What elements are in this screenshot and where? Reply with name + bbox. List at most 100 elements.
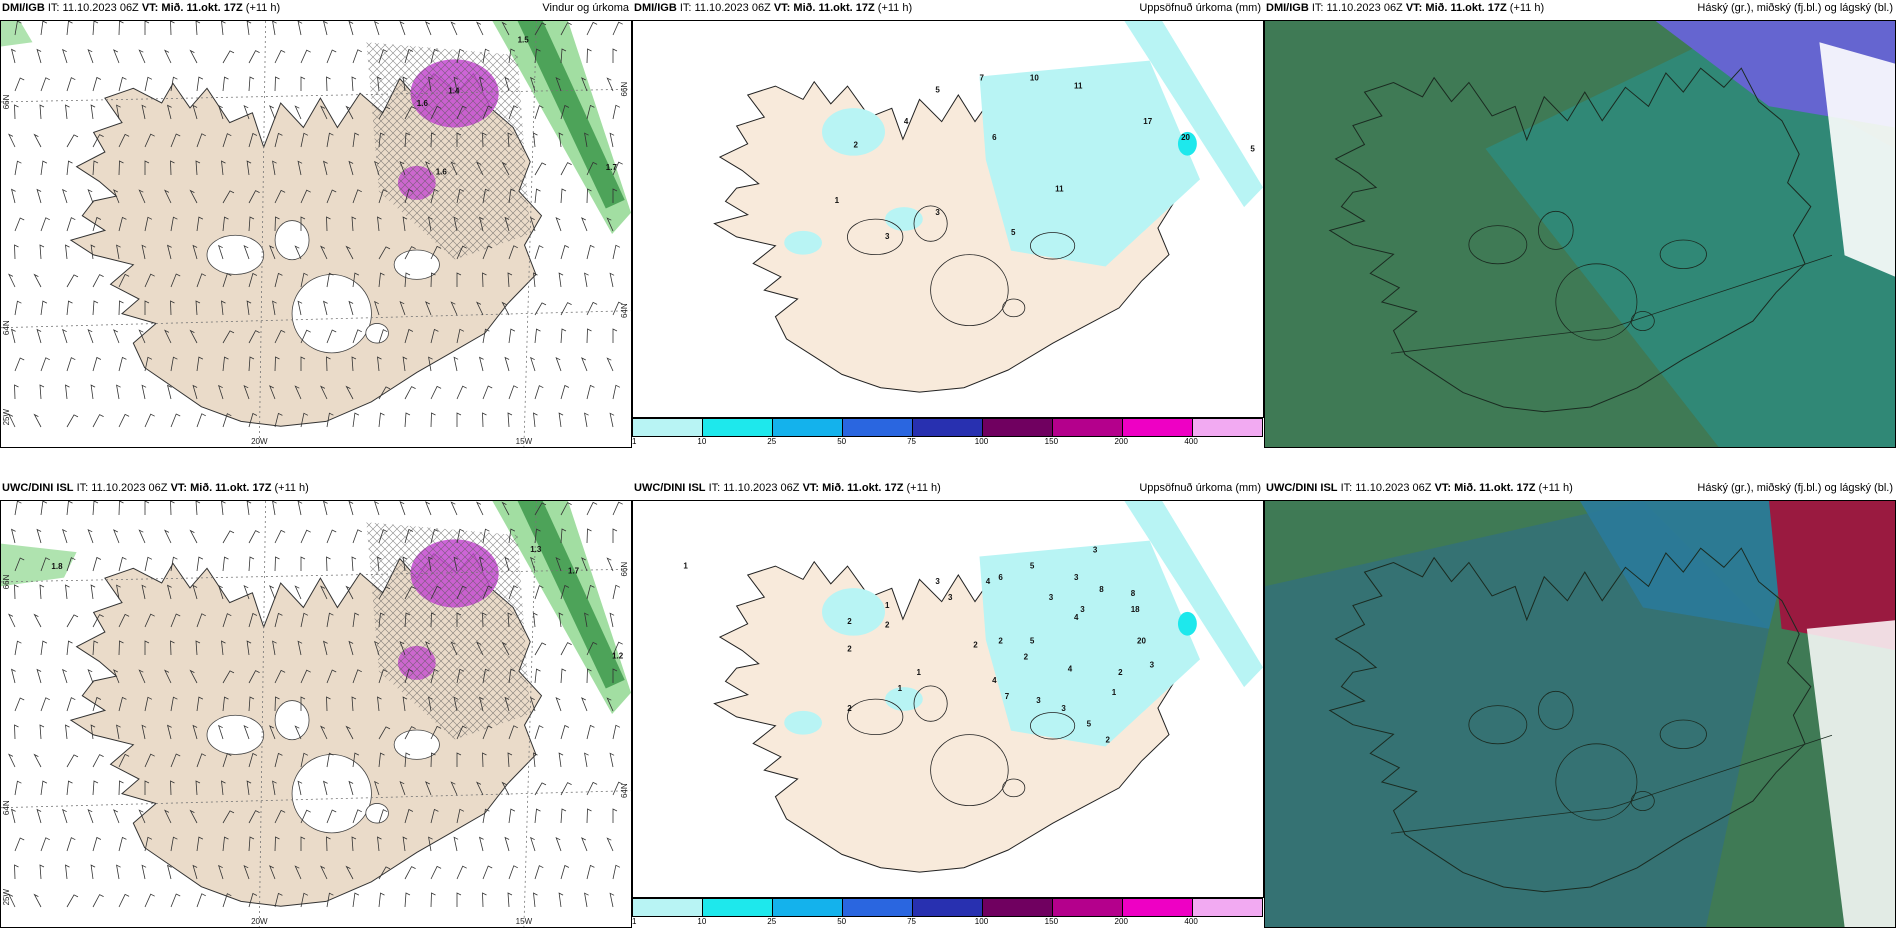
lat-label-64n-right: 64N <box>620 783 629 798</box>
wind-barb <box>170 273 181 288</box>
precip-value-label: 17 <box>1143 117 1152 126</box>
wind-barb <box>36 188 42 204</box>
colorbar-ticks: 1 10 25 50 75 100 150 200 400 <box>632 437 1261 449</box>
wind-barb <box>167 864 172 880</box>
vt-label: VT: <box>141 2 159 14</box>
wind-barb <box>320 385 328 400</box>
wind-barb <box>222 613 232 628</box>
wind-barb <box>586 161 598 176</box>
wind-barb <box>482 725 493 740</box>
wind-barb <box>272 300 277 316</box>
wind-barb <box>274 76 280 92</box>
wind-barb <box>508 668 516 684</box>
wind-barb <box>138 529 146 544</box>
wind-barb <box>612 188 618 203</box>
wind-barb <box>404 386 416 400</box>
wind-barb <box>65 244 70 260</box>
wind-barb <box>65 724 70 740</box>
wind-barb <box>218 724 224 740</box>
wind-barb <box>348 780 354 796</box>
wind-barb <box>530 76 536 92</box>
wind-barb <box>399 21 406 36</box>
wind-barb <box>586 584 595 600</box>
wind-barb <box>612 781 623 796</box>
wind-barb <box>246 501 252 516</box>
precip-value-label: 6 <box>992 133 997 142</box>
wind-barb <box>248 272 258 288</box>
wind-barb <box>116 384 121 400</box>
rain-band-west <box>1 543 77 587</box>
wind-barb <box>248 836 255 852</box>
wind-barb <box>118 780 124 796</box>
wind-barb <box>196 216 204 232</box>
wind-barb <box>196 836 204 852</box>
wind-barb <box>326 189 337 204</box>
wind-barb <box>612 724 621 740</box>
wind-barb <box>404 328 414 344</box>
wind-barb <box>221 21 226 36</box>
wind-barb <box>326 49 337 64</box>
precip-value-label: 3 <box>1150 660 1155 669</box>
wind-barb <box>609 892 615 908</box>
mid-cloud-layer-blue <box>1580 501 1801 629</box>
wind-barb <box>482 48 490 64</box>
wind-barb <box>8 413 16 428</box>
wind-barb <box>533 272 538 288</box>
wind-barb <box>65 864 70 880</box>
wind-barb <box>33 133 42 148</box>
colorbar-tick: 10 <box>697 917 707 926</box>
wind-barb <box>404 412 411 428</box>
wind-barb <box>560 302 572 316</box>
wind-barb <box>507 612 513 628</box>
it-value: 11.10.2023 06Z <box>694 2 771 14</box>
wind-barb <box>345 865 354 880</box>
wind-barb <box>39 384 45 400</box>
hatched-precip <box>366 522 531 740</box>
wind-barb <box>248 752 258 768</box>
precip-value-label: 2 <box>1024 652 1029 661</box>
wind-barb <box>274 412 283 428</box>
wind-barb <box>92 640 99 656</box>
colorbar-tick: 100 <box>974 437 989 446</box>
wind-barb <box>612 48 618 63</box>
wind-barb <box>501 501 510 516</box>
wind-barb <box>294 585 302 600</box>
wind-barb <box>297 640 303 656</box>
precip-value-label: 2 <box>847 704 852 713</box>
wind-barb <box>326 612 334 628</box>
wind-barb <box>482 412 487 428</box>
wind-barb <box>430 808 439 824</box>
clear-sky-area <box>1819 42 1895 277</box>
wind-barb <box>507 892 513 908</box>
wind-barb <box>87 808 94 824</box>
panel-run-info: DMI/IGB IT: 11.10.2023 06Z VT: Mið. 11.o… <box>2 0 280 16</box>
wind-barb <box>66 217 76 232</box>
wind-barb <box>351 76 357 92</box>
wind-barb <box>141 384 147 400</box>
wind-barb <box>377 76 382 92</box>
precip-value-label: 1 <box>917 668 922 677</box>
wind-barb <box>476 641 484 656</box>
wind-barb <box>248 216 255 232</box>
forecast-panel: DMI/IGB IT: 11.10.2023 06Z VT: Mið. 11.o… <box>632 0 1264 456</box>
wind-barb <box>508 865 518 880</box>
precip-value-label: 3 <box>885 232 890 241</box>
wind-barb <box>196 613 206 628</box>
wind-barb <box>33 893 42 908</box>
wind-barb <box>378 892 385 908</box>
wind-barb <box>11 48 16 64</box>
lead-time: (+11 h) <box>1538 482 1573 494</box>
wind-barb <box>586 781 598 796</box>
wind-barb <box>456 328 465 344</box>
wind-barb <box>530 356 536 372</box>
region-boundary <box>1611 254 1833 329</box>
vt-value: Mið. 11.okt. 17Z <box>161 2 243 14</box>
wind-barb <box>450 301 458 316</box>
wind-barb <box>482 585 493 600</box>
wind-barb <box>377 556 382 572</box>
precip-area <box>784 230 822 255</box>
wind-barb <box>555 356 562 372</box>
wind-barb <box>374 501 380 516</box>
wind-barb <box>534 22 547 36</box>
wind-barb <box>326 329 337 344</box>
